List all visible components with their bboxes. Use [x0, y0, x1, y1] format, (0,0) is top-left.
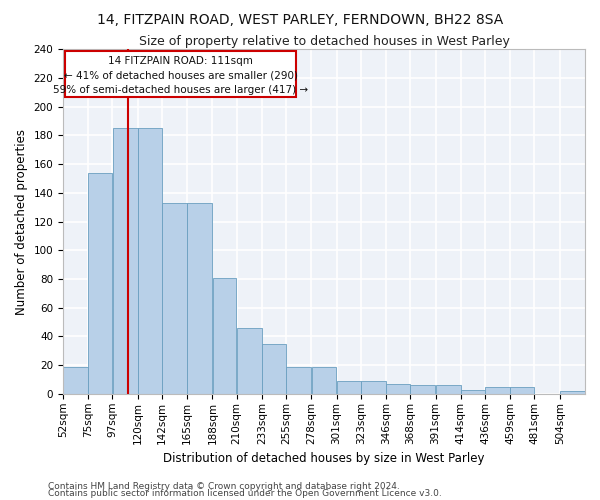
- Bar: [461, 390, 485, 394]
- Bar: [436, 386, 461, 394]
- Bar: [560, 391, 585, 394]
- Title: Size of property relative to detached houses in West Parley: Size of property relative to detached ho…: [139, 35, 509, 48]
- Bar: [138, 128, 162, 394]
- Bar: [511, 386, 534, 394]
- Bar: [162, 203, 187, 394]
- Bar: [187, 203, 212, 394]
- FancyBboxPatch shape: [65, 50, 296, 96]
- Y-axis label: Number of detached properties: Number of detached properties: [15, 128, 28, 314]
- Text: 59% of semi-detached houses are larger (417) →: 59% of semi-detached houses are larger (…: [53, 85, 308, 95]
- Bar: [237, 328, 262, 394]
- Bar: [485, 386, 510, 394]
- Text: 14, FITZPAIN ROAD, WEST PARLEY, FERNDOWN, BH22 8SA: 14, FITZPAIN ROAD, WEST PARLEY, FERNDOWN…: [97, 12, 503, 26]
- Bar: [286, 366, 311, 394]
- Bar: [410, 386, 436, 394]
- Bar: [212, 278, 236, 394]
- Bar: [311, 366, 337, 394]
- Bar: [63, 366, 88, 394]
- Text: 14 FITZPAIN ROAD: 111sqm: 14 FITZPAIN ROAD: 111sqm: [108, 56, 253, 66]
- Bar: [262, 344, 286, 394]
- X-axis label: Distribution of detached houses by size in West Parley: Distribution of detached houses by size …: [163, 452, 485, 465]
- Text: ← 41% of detached houses are smaller (290): ← 41% of detached houses are smaller (29…: [64, 70, 298, 81]
- Bar: [361, 381, 386, 394]
- Bar: [113, 128, 137, 394]
- Text: Contains public sector information licensed under the Open Government Licence v3: Contains public sector information licen…: [48, 489, 442, 498]
- Text: Contains HM Land Registry data © Crown copyright and database right 2024.: Contains HM Land Registry data © Crown c…: [48, 482, 400, 491]
- Bar: [88, 172, 112, 394]
- Bar: [386, 384, 410, 394]
- Bar: [337, 381, 361, 394]
